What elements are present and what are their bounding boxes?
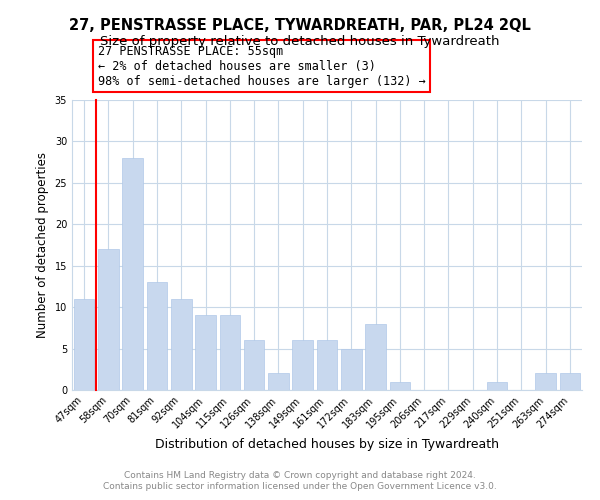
Bar xyxy=(268,374,289,390)
Bar xyxy=(317,340,337,390)
Bar xyxy=(220,316,240,390)
X-axis label: Distribution of detached houses by size in Tywardreath: Distribution of detached houses by size … xyxy=(155,438,499,451)
Bar xyxy=(171,299,191,390)
Bar xyxy=(146,282,167,390)
Bar xyxy=(341,348,362,390)
Text: Size of property relative to detached houses in Tywardreath: Size of property relative to detached ho… xyxy=(100,35,500,48)
Text: Contains HM Land Registry data © Crown copyright and database right 2024.: Contains HM Land Registry data © Crown c… xyxy=(124,471,476,480)
Bar xyxy=(560,374,580,390)
Bar xyxy=(74,299,94,390)
Bar xyxy=(292,340,313,390)
Bar xyxy=(389,382,410,390)
Y-axis label: Number of detached properties: Number of detached properties xyxy=(36,152,49,338)
Bar xyxy=(365,324,386,390)
Bar xyxy=(98,249,119,390)
Bar xyxy=(122,158,143,390)
Text: 27 PENSTRASSE PLACE: 55sqm
← 2% of detached houses are smaller (3)
98% of semi-d: 27 PENSTRASSE PLACE: 55sqm ← 2% of detac… xyxy=(98,44,426,88)
Text: Contains public sector information licensed under the Open Government Licence v3: Contains public sector information licen… xyxy=(103,482,497,491)
Bar xyxy=(244,340,265,390)
Bar xyxy=(535,374,556,390)
Text: 27, PENSTRASSE PLACE, TYWARDREATH, PAR, PL24 2QL: 27, PENSTRASSE PLACE, TYWARDREATH, PAR, … xyxy=(69,18,531,32)
Bar xyxy=(195,316,216,390)
Bar xyxy=(487,382,508,390)
